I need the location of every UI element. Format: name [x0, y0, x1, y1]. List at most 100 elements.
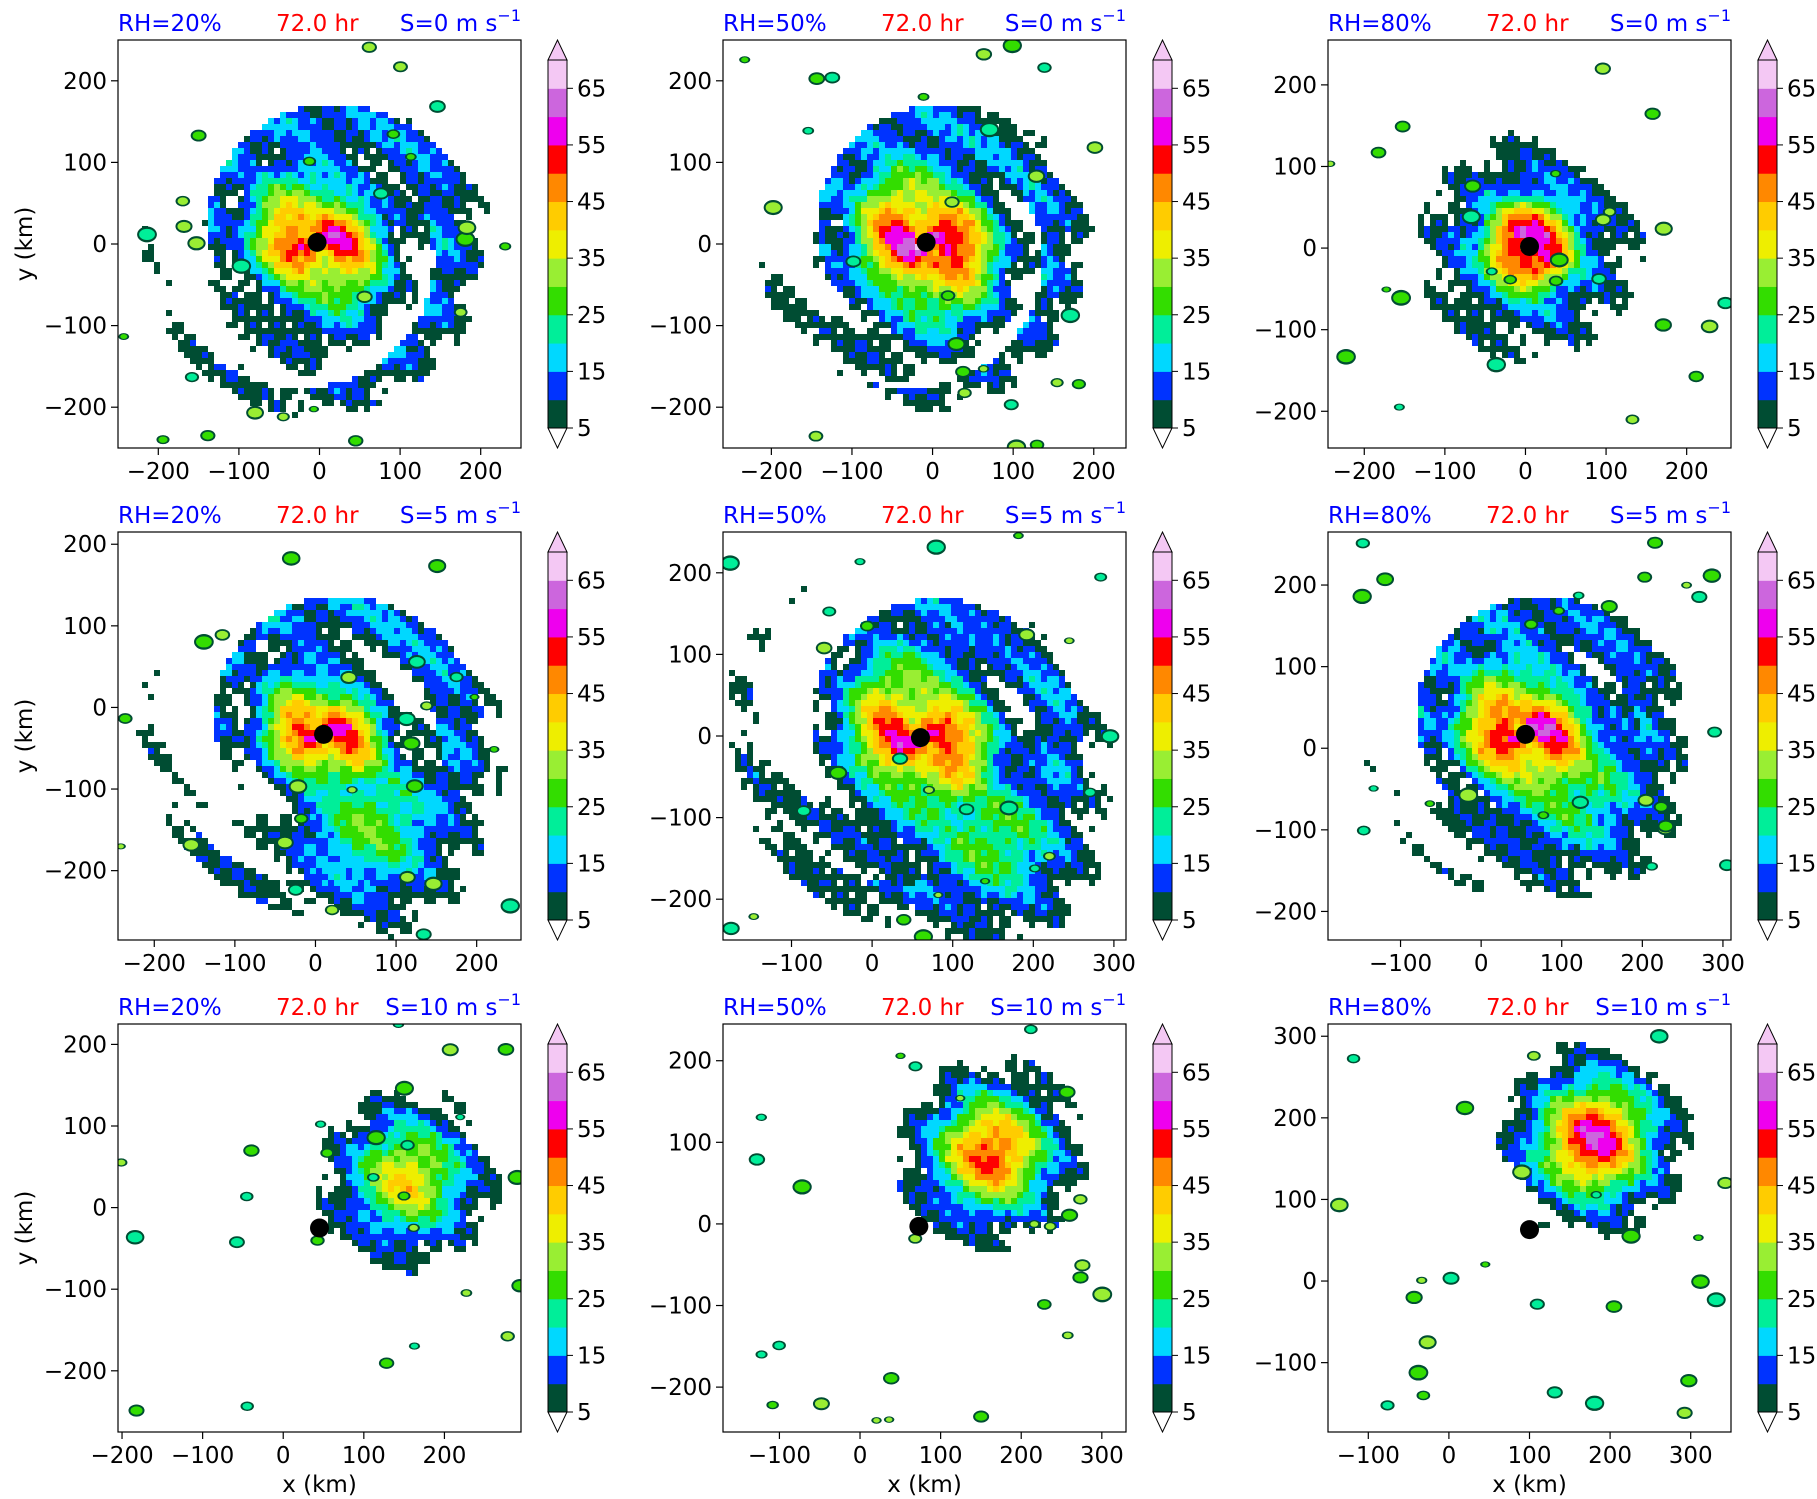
field-cell [897, 358, 903, 364]
field-cell [819, 244, 825, 250]
field-cell [430, 652, 436, 658]
field-cell [1538, 274, 1544, 280]
field-cell [256, 394, 262, 400]
field-cell [1460, 160, 1466, 166]
field-cell [352, 610, 358, 616]
field-cell [969, 376, 975, 382]
field-cell [837, 160, 843, 166]
field-cell [412, 280, 418, 286]
field-cell [873, 310, 879, 316]
field-cell [1041, 202, 1047, 208]
field-cell [394, 250, 400, 256]
field-cell [921, 190, 927, 196]
field-cell [1047, 226, 1053, 232]
convective-cell-core [1596, 215, 1610, 225]
field-cell [1472, 250, 1478, 256]
field-cell [232, 670, 238, 676]
field-cell [933, 154, 939, 160]
field-cell [418, 670, 424, 676]
field-cell [394, 136, 400, 142]
field-cell [1550, 328, 1556, 334]
field-cell [352, 202, 358, 208]
field-cell [915, 352, 921, 358]
field-cell [891, 376, 897, 382]
field-cell [1059, 220, 1065, 226]
field-cell [1478, 310, 1484, 316]
field-cell [1526, 172, 1532, 178]
field-cell [1023, 322, 1029, 328]
field-cell [382, 214, 388, 220]
field-cell [250, 388, 256, 394]
field-cell [454, 166, 460, 172]
storm-center-marker [307, 232, 327, 252]
field-cell [292, 340, 298, 346]
field-cell [987, 256, 993, 262]
field-cell [1029, 130, 1035, 136]
field-cell [987, 322, 993, 328]
convective-cell-core [1052, 379, 1062, 386]
field-cell [993, 388, 999, 394]
field-cell [957, 142, 963, 148]
field-cell [400, 286, 406, 292]
field-cell [849, 172, 855, 178]
field-cell [927, 154, 933, 160]
field-cell [244, 652, 250, 658]
field-cell [981, 256, 987, 262]
field-cell [1550, 196, 1556, 202]
field-cell [1526, 280, 1532, 286]
field-cell [262, 136, 268, 142]
field-cell [274, 238, 280, 244]
field-cell [388, 262, 394, 268]
field-cell [298, 646, 304, 652]
field-cell [885, 238, 891, 244]
field-cell [400, 364, 406, 370]
field-cell [825, 208, 831, 214]
field-cell [346, 382, 352, 388]
field-cell [256, 694, 262, 700]
field-cell [328, 244, 334, 250]
field-cell [849, 184, 855, 190]
field-cell [400, 274, 406, 280]
field-cell [250, 394, 256, 400]
field-cell [933, 298, 939, 304]
field-cell [927, 202, 933, 208]
field-cell [244, 136, 250, 142]
field-cell [220, 298, 226, 304]
field-cell [1574, 292, 1580, 298]
field-cell [328, 382, 334, 388]
field-cell [418, 376, 424, 382]
field-cell [298, 154, 304, 160]
field-cell [861, 238, 867, 244]
field-cell [1598, 256, 1604, 262]
field-cell [1538, 262, 1544, 268]
field-cell [220, 700, 226, 706]
field-cell [316, 298, 322, 304]
field-cell [951, 238, 957, 244]
field-cell [448, 682, 454, 688]
field-cell [1484, 322, 1490, 328]
field-cell [358, 274, 364, 280]
field-cell [903, 232, 909, 238]
field-cell [1484, 286, 1490, 292]
field-cell [298, 634, 304, 640]
field-cell [945, 388, 951, 394]
field-cell [999, 382, 1005, 388]
field-cell [945, 226, 951, 232]
field-cell [1047, 274, 1053, 280]
field-cell [861, 346, 867, 352]
field-cell [346, 136, 352, 142]
field-cell [981, 280, 987, 286]
field-cell [897, 238, 903, 244]
field-cell [370, 382, 376, 388]
field-cell [1011, 178, 1017, 184]
field-cell [316, 322, 322, 328]
field-cell [442, 172, 448, 178]
field-cell [304, 280, 310, 286]
field-cell [232, 664, 238, 670]
field-cell [957, 196, 963, 202]
field-cell [945, 244, 951, 250]
field-cell [1023, 340, 1029, 346]
field-cell [813, 334, 819, 340]
field-cell [1011, 238, 1017, 244]
field-cell [388, 352, 394, 358]
